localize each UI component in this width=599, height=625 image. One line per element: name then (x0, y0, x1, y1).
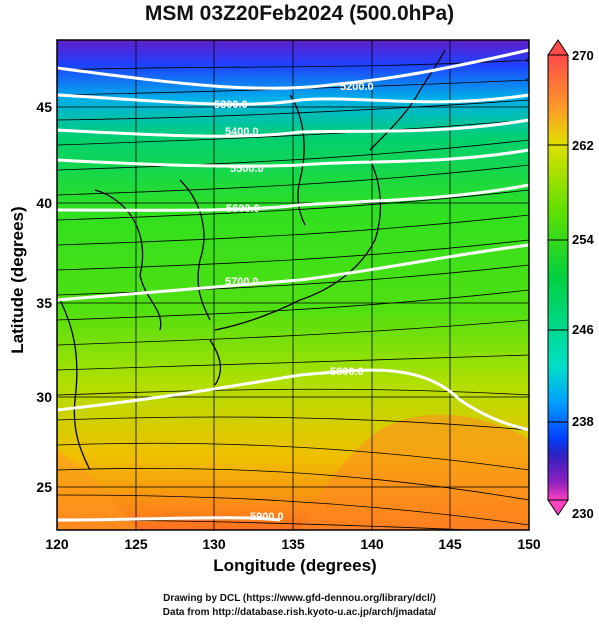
contour-label: 5900.0 (250, 511, 284, 523)
contour-label: 5200.0 (340, 81, 374, 93)
colorbar-tick-label: 262 (572, 138, 594, 153)
contour-label: 5600.0 (226, 203, 260, 215)
contour-label: 5700.0 (225, 276, 259, 288)
colorbar: 270 262 254 246 238 230 (547, 39, 594, 521)
y-tick-label: 30 (36, 389, 52, 405)
x-tick-label: 145 (438, 536, 462, 552)
x-tick-label: 120 (45, 536, 69, 552)
height-contours (56, 48, 530, 522)
x-tick-label: 125 (124, 536, 148, 552)
coastlines (59, 49, 446, 471)
contour-label: 5300.0 (214, 99, 248, 111)
x-tick-label: 140 (360, 536, 384, 552)
x-tick-label: 130 (202, 536, 226, 552)
x-tick-label: 135 (281, 536, 305, 552)
colorbar-tick-label: 230 (572, 506, 594, 521)
contour-label: 5500.0 (230, 163, 264, 175)
credit-drawing: Drawing by DCL (https://www.gfd-dennou.o… (163, 593, 436, 604)
contour-label: 5800.0 (330, 366, 364, 378)
graticule (57, 40, 529, 530)
map-title: MSM 03Z20Feb2024 (500.0hPa) (144, 2, 455, 25)
x-tick-label: 150 (517, 536, 541, 552)
colorbar-tick-label: 246 (572, 322, 594, 337)
credit-data: Data from http://database.rish.kyoto-u.a… (162, 607, 437, 618)
plot-frame (56, 39, 530, 531)
y-tick-label: 45 (36, 99, 52, 115)
y-tick-label: 35 (36, 295, 52, 311)
colorbar-tick-label: 238 (572, 414, 594, 429)
y-axis-title: Latitude (degrees) (8, 206, 27, 354)
y-tick-label: 25 (36, 479, 52, 495)
colorbar-tick-label: 270 (572, 48, 594, 63)
y-tick-label: 40 (36, 195, 52, 211)
contour-label: 5400.0 (225, 126, 259, 138)
x-axis-title: Longitude (degrees) (213, 556, 377, 575)
colorbar-tick-label: 254 (572, 232, 594, 247)
